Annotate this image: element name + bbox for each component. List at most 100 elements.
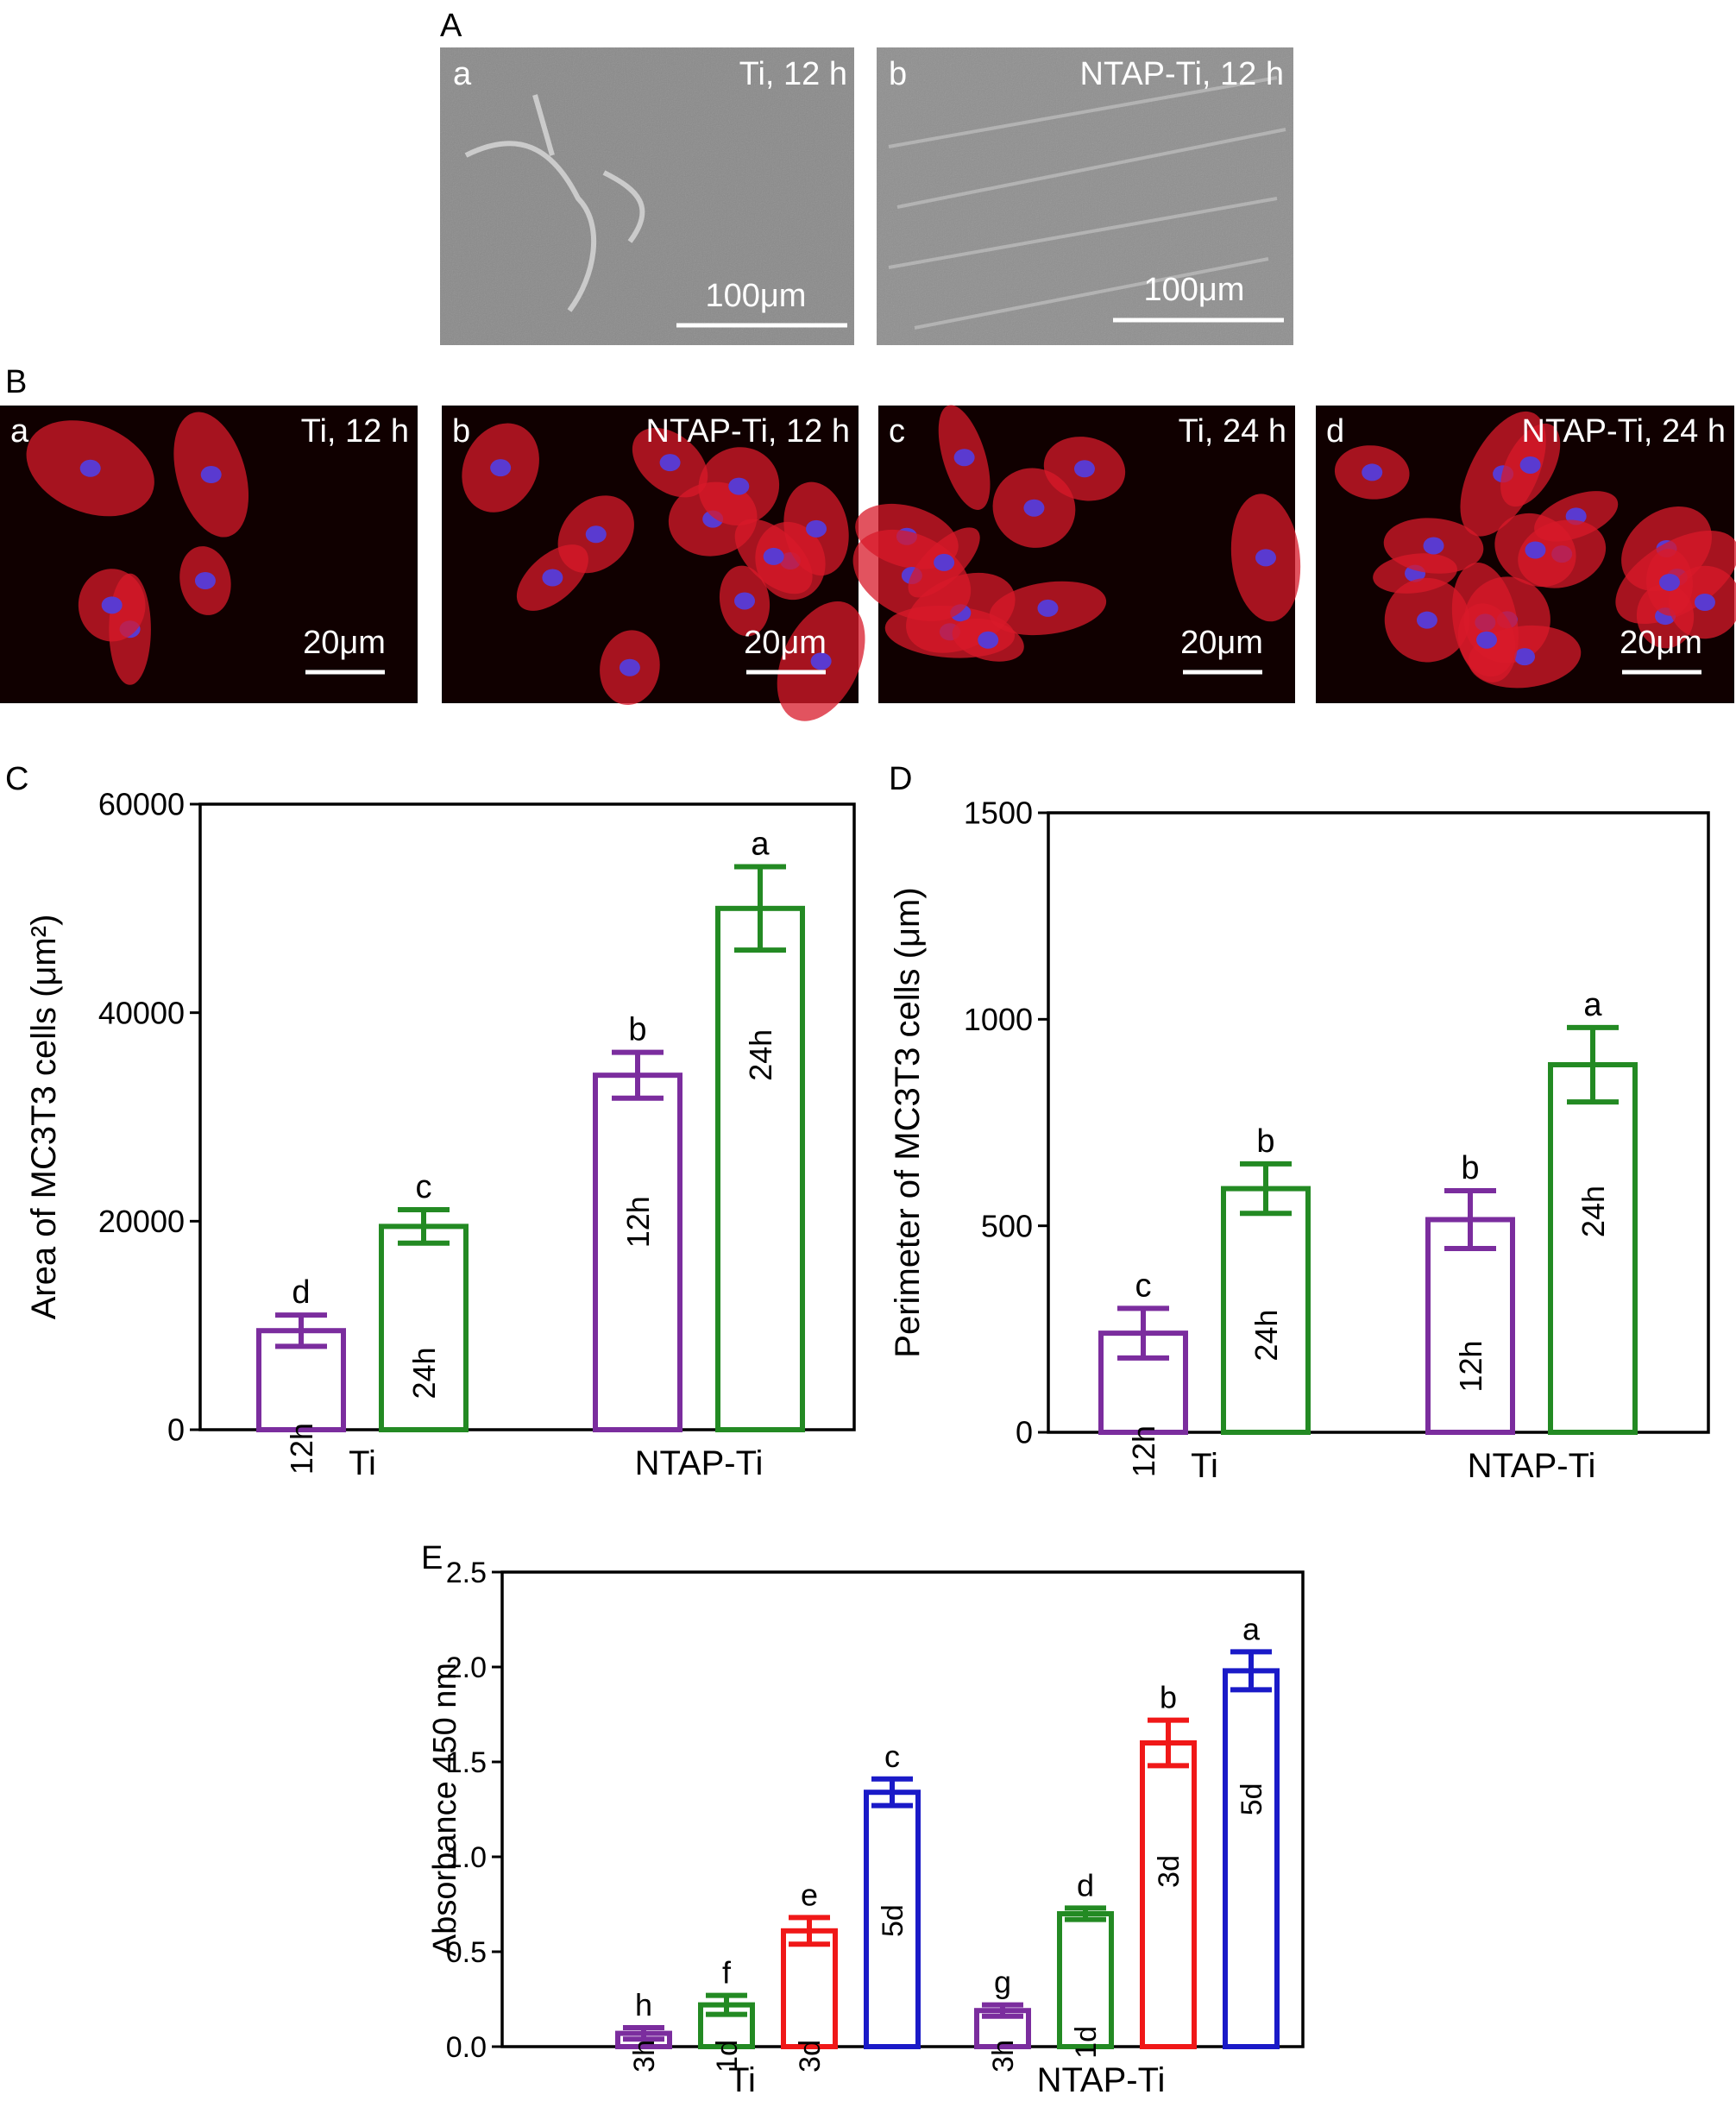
cell-nucleus [1255,549,1277,567]
bar [1548,1061,1638,1436]
chart-area: 0 20000 40000 60000 Area of MC3T3 cells (μm²… [25,787,856,1482]
cell-nucleus [806,519,827,538]
cell-outline [464,94,645,312]
sem-image-ti-12h: a Ti, 12 h 100μm [440,47,854,345]
bar [715,905,805,1433]
surface-streaks [888,76,1286,330]
panel-b-label: B [5,364,27,400]
significance-letter: d [292,1274,310,1311]
cell-nucleus [1519,456,1541,474]
y-tick-label: 0.5 [446,1936,487,1969]
bar [1140,1740,1197,2049]
significance-letter: c [416,1169,432,1205]
fluorescence-letter: a [10,413,29,450]
fluorescence-image: b NTAP-Ti, 12 h 20μm [442,406,865,721]
y-tick-label: 2.5 [446,1557,487,1589]
fluorescence-images: a Ti, 12 h 20μm b NTAP-Ti, 12 h 20μm c Ti, 24 h… [0,405,1736,721]
fluorescence-scale-label: 20μm [744,625,827,661]
bar-time-label: 3h [628,2040,661,2073]
bar-time-label: 24h [1249,1310,1284,1362]
sem-letter: b [889,56,907,92]
panel-d-label: D [889,761,912,797]
significance-letter: d [1077,1867,1094,1903]
sem-letter: a [453,56,472,92]
cell-nucleus [659,454,681,472]
cell-nucleus [1073,460,1095,478]
fluorescence-letter: c [889,413,905,450]
significance-letter: g [994,1965,1011,2000]
y-tick-label: 0.0 [446,2031,487,2064]
cell-nucleus [1362,463,1383,481]
y-tick-label: 1000 [964,1002,1033,1037]
bar [1223,1668,1280,2050]
fluorescence-image: c Ti, 24 h 20μm [852,405,1301,703]
cell-nucleus [79,459,101,477]
cell-nucleus [490,459,512,477]
y-tick-label: 1.0 [446,1841,487,1874]
cell-nucleus [810,652,832,670]
y-axis-label: Absorbance 450 nm [427,1663,463,1956]
plot-frame [198,802,856,1431]
bar-time-label: 24h [406,1347,442,1399]
fluorescence-caption: Ti, 12 h [301,413,409,450]
category-label: NTAP-Ti [1468,1447,1596,1485]
significance-letter: a [1583,987,1602,1023]
significance-letter: b [1160,1680,1177,1715]
panel-b: B a Ti, 12 h 20μm b NTAP-Ti, 12 h 20μm c Ti, 24… [0,364,1736,721]
bar-time-label: 3h [987,2040,1020,2073]
fluorescence-scale-label: 20μm [303,625,386,661]
cell-nucleus [542,569,563,587]
cell-nucleus [763,547,784,565]
y-tick-label: 2.0 [446,1651,487,1684]
cell-nucleus [101,596,123,614]
category-label: NTAP-Ti [1037,2061,1166,2099]
category-label: NTAP-Ti [635,1444,764,1482]
cell-nucleus [934,553,955,571]
bar-time-label: 5d [1236,1783,1268,1815]
plot-frame [1047,811,1710,1434]
significance-letter: c [1135,1268,1152,1304]
chart-absorbance: 0.0 0.5 1.0 1.5 2.0 2.5 Absorbance 450 nm Ti h 3h… [427,1557,1305,2099]
sem-scale-label: 100μm [706,278,807,314]
fluorescence-scale-label: 20μm [1620,625,1702,661]
bar-time-label: 1d [711,2040,744,2073]
cell-nucleus [200,466,222,484]
cell-nucleus [953,449,975,467]
cell-nucleus [1023,499,1045,517]
fluorescence-caption: NTAP-Ti, 12 h [646,413,851,450]
bar [593,1073,682,1432]
significance-letter: b [1461,1150,1479,1186]
bar-time-label: 12h [284,1423,319,1475]
significance-letter: b [628,1012,646,1048]
bar-time-label: 5d [877,1904,909,1937]
y-axis-label: Area of MC3T3 cells (μm²) [25,915,63,1320]
cell-nucleus [1514,648,1536,666]
chart-perimeter: 0 500 1000 1500 Perimeter of MC3T3 cells (μm… [889,796,1710,1485]
category-label: Ti [349,1444,376,1482]
y-tick-label: 1500 [964,796,1033,831]
cell-nucleus [1694,594,1715,612]
significance-letter: c [884,1739,900,1774]
fluorescence-scale-label: 20μm [1180,625,1263,661]
bar-time-label: 12h [1126,1425,1161,1477]
sem-caption: NTAP-Ti, 12 h [1080,56,1285,92]
cell-nucleus [1525,541,1546,559]
bar [379,1223,469,1432]
panel-a: A a Ti, 12 h 100μm b NTAP-Ti, 12 h 100μm [440,8,1293,345]
sem-scale-label: 100μm [1144,272,1245,308]
cell-nucleus [1423,537,1444,555]
fluorescence-letter: b [452,413,470,450]
sem-image-ntap-ti-12h: b NTAP-Ti, 12 h 100μm [877,47,1293,345]
bar-time-label: 3d [1153,1855,1186,1888]
category-label: Ti [1191,1447,1218,1485]
cell-nucleus [978,631,999,649]
fluorescence-image: d NTAP-Ti, 24 h 20μm [1316,406,1736,703]
bar [864,1790,921,2049]
panel-e-label: E [421,1540,443,1576]
cell-nucleus [728,477,750,495]
y-tick-label: 0 [1016,1415,1033,1450]
cell-nucleus [194,572,216,590]
cell-nucleus [585,525,607,544]
y-tick-label: 60000 [98,787,185,822]
